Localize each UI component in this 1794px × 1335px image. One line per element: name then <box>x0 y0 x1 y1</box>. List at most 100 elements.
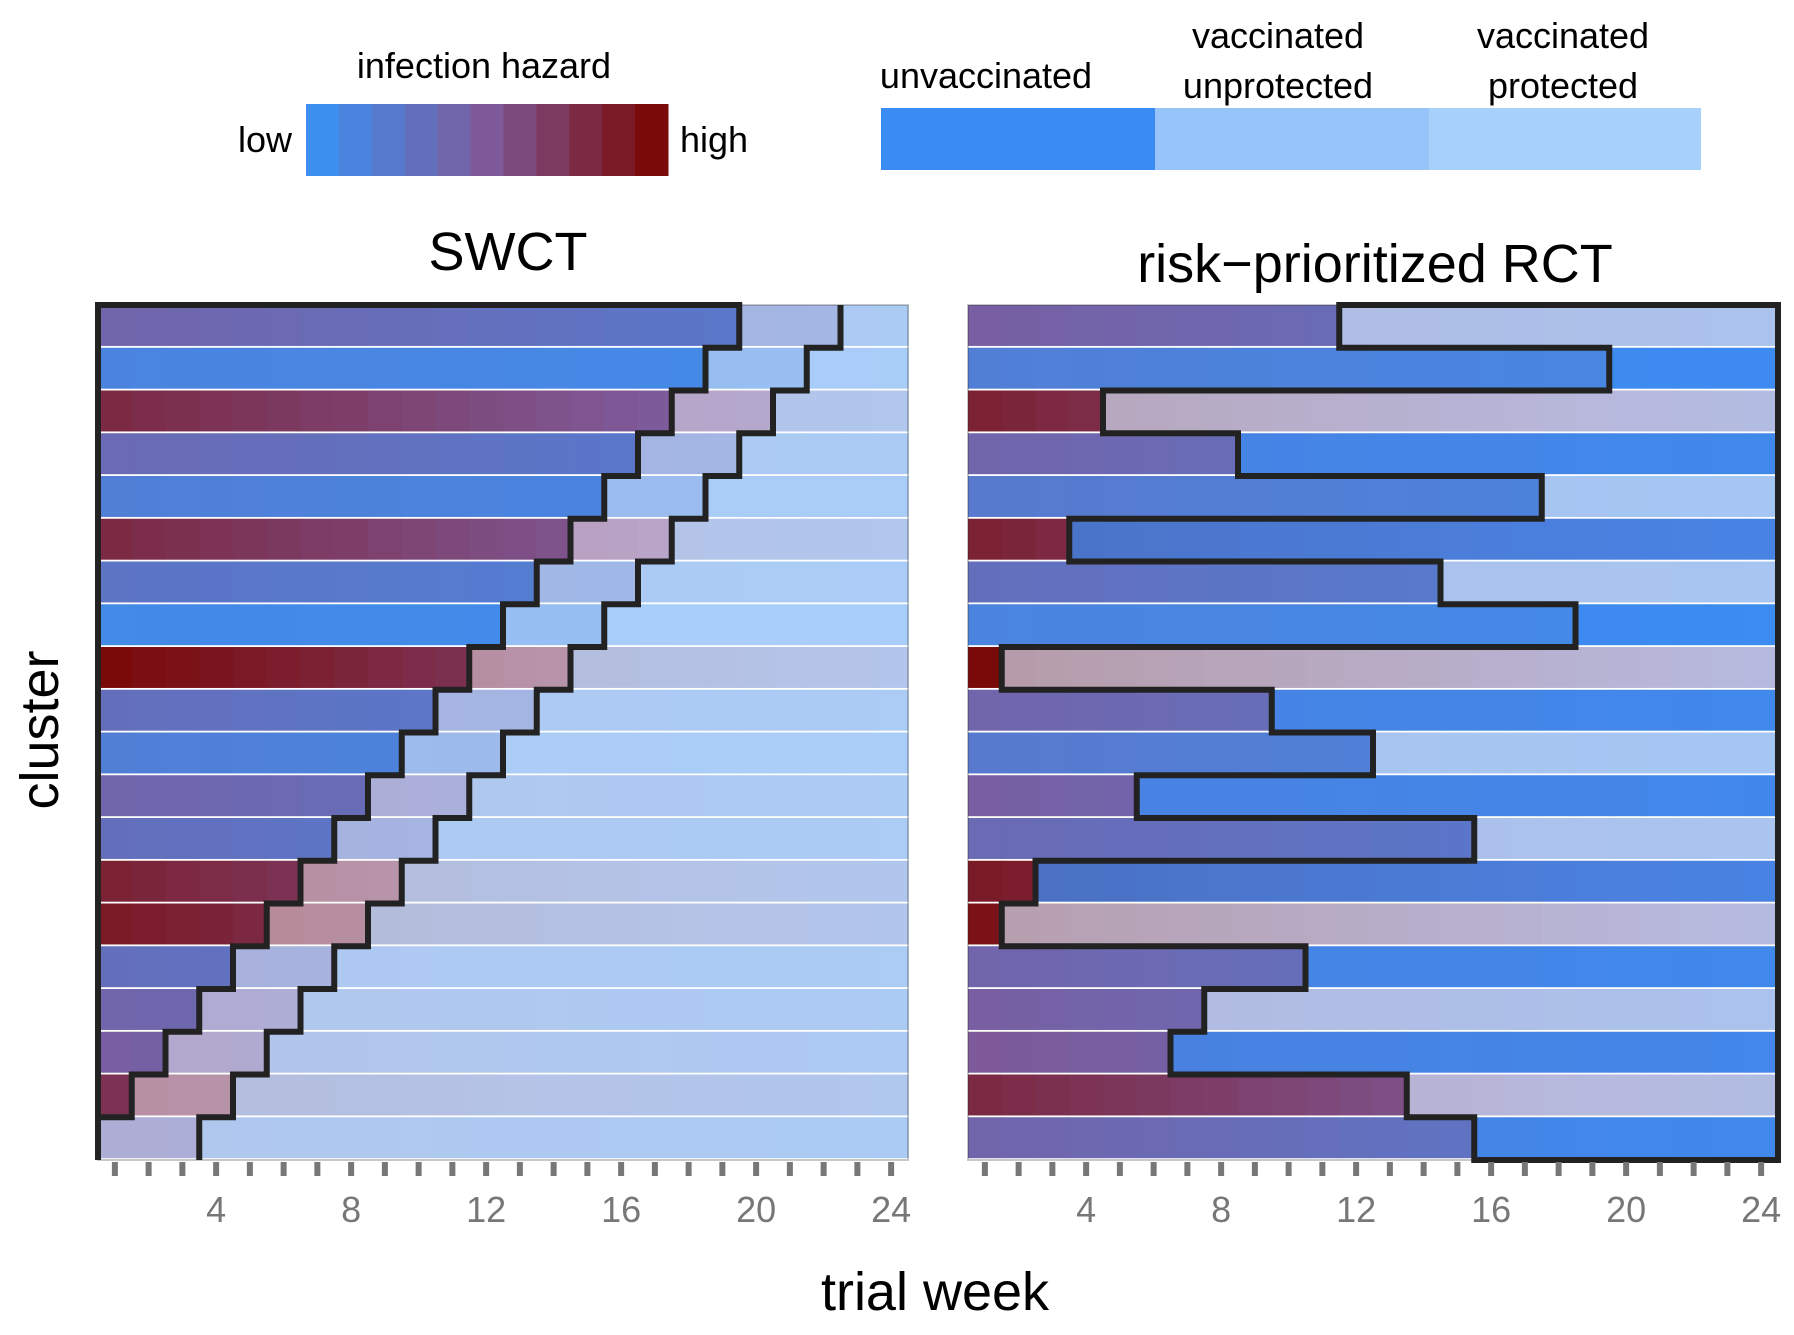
heatmap-cell <box>739 1117 774 1159</box>
heatmap-cell <box>1170 732 1205 774</box>
heatmap-cell <box>1035 989 1070 1030</box>
x-tick <box>618 1162 625 1176</box>
heatmap-cell <box>98 561 133 603</box>
heatmap-cell <box>300 818 335 859</box>
heatmap-cell <box>368 647 403 688</box>
heatmap-cell <box>1508 1074 1543 1116</box>
heatmap-cell <box>368 732 403 774</box>
heatmap-cell <box>368 903 403 945</box>
heatmap-cell <box>233 1031 268 1073</box>
x-tick <box>516 1162 523 1176</box>
heatmap-cell <box>1069 518 1104 560</box>
x-tick-label: 8 <box>1211 1189 1231 1230</box>
heatmap-cell <box>1136 1117 1172 1159</box>
heatmap-cell <box>1271 518 1307 560</box>
heatmap-cell <box>1406 989 1442 1030</box>
heatmap-cell <box>435 732 470 774</box>
heatmap-cell <box>1170 1117 1205 1159</box>
heatmap-cell <box>705 390 740 432</box>
status-swatch-vaccinated-unprotected <box>1155 108 1429 170</box>
heatmap-cell <box>1474 390 1509 432</box>
x-tick <box>111 1162 118 1176</box>
panel-title-rct: risk−prioritized RCT <box>1137 234 1613 294</box>
heatmap-cell <box>401 561 437 603</box>
heatmap-cell <box>1609 518 1644 560</box>
heatmap-cell <box>1575 732 1610 774</box>
heatmap-cell <box>968 989 1003 1030</box>
heatmap-cell <box>570 989 605 1030</box>
heatmap-cell <box>165 860 200 902</box>
heatmap-cell <box>1001 989 1037 1030</box>
heatmap-cell <box>1474 818 1509 859</box>
heatmap-cell <box>1035 860 1070 902</box>
heatmap-cell <box>1474 903 1509 945</box>
heatmap-cell <box>368 518 403 560</box>
heatmap-cell <box>1440 347 1475 389</box>
heatmap-cell <box>1575 305 1610 346</box>
x-tick <box>981 1162 988 1176</box>
heatmap-cell <box>840 775 875 817</box>
heatmap-cell <box>401 305 437 346</box>
heatmap-cell <box>1508 1031 1543 1073</box>
heatmap-cell <box>1069 732 1104 774</box>
heatmap-cell <box>233 775 268 817</box>
heatmap-cell <box>1373 433 1408 475</box>
heatmap-cell <box>1643 903 1678 945</box>
heatmap-cell <box>1643 775 1678 817</box>
status-legend-label-2a: vaccinated <box>1192 15 1364 56</box>
heatmap-cell <box>300 305 335 346</box>
heatmap-cell <box>773 1074 808 1116</box>
heatmap-cell <box>266 1117 302 1159</box>
heatmap-cell <box>1001 433 1037 475</box>
heatmap-cell <box>570 647 605 688</box>
heatmap-cell <box>536 860 572 902</box>
heatmap-cell <box>199 732 234 774</box>
heatmap-cell <box>1170 689 1205 731</box>
heatmap-cell <box>165 518 200 560</box>
heatmap-cell <box>1305 390 1340 432</box>
heatmap-cell <box>334 647 369 688</box>
heatmap-cell <box>334 1074 369 1116</box>
heatmap-cell <box>638 390 673 432</box>
heatmap-cell <box>968 647 1003 688</box>
vaccination-boundary <box>95 302 743 1160</box>
heatmap-cell <box>300 775 335 817</box>
x-tick <box>1488 1162 1495 1176</box>
heatmap-cell <box>503 604 538 646</box>
heatmap-cell <box>1440 305 1475 346</box>
heatmap-cell <box>705 946 740 988</box>
heatmap-cell <box>1238 604 1273 646</box>
heatmap-cell <box>806 946 842 988</box>
heatmap-cell <box>1440 1074 1475 1116</box>
heatmap-cell <box>1508 561 1543 603</box>
heatmap-cell <box>1508 732 1543 774</box>
heatmap-cell <box>604 775 639 817</box>
heatmap-cell <box>806 1074 842 1116</box>
heatmap-cell <box>1170 775 1205 817</box>
heatmap-cell <box>1136 433 1172 475</box>
heatmap-cell <box>469 390 504 432</box>
heatmap-cell <box>1238 561 1273 603</box>
heatmap-cell <box>1373 647 1408 688</box>
heatmap-cell <box>266 390 302 432</box>
heatmap-cell <box>671 1074 707 1116</box>
x-tick <box>1656 1162 1663 1176</box>
heatmap-cell <box>300 1031 335 1073</box>
heatmap-cell <box>98 732 133 774</box>
heatmap-cell <box>435 305 470 346</box>
heatmap-cell <box>968 390 1003 432</box>
heatmap-cell <box>739 647 774 688</box>
heatmap-cell <box>233 732 268 774</box>
heatmap-cell <box>536 989 572 1030</box>
heatmap-cell <box>368 604 403 646</box>
heatmap-cell <box>638 305 673 346</box>
heatmap-cell <box>1305 647 1340 688</box>
heatmap-cell <box>705 433 740 475</box>
heatmap-cell <box>604 903 639 945</box>
x-tick <box>584 1162 591 1176</box>
heatmap-cell <box>1744 647 1779 688</box>
heatmap-cell <box>1204 476 1239 517</box>
heatmap-cell <box>368 989 403 1030</box>
heatmap-cell <box>401 775 437 817</box>
